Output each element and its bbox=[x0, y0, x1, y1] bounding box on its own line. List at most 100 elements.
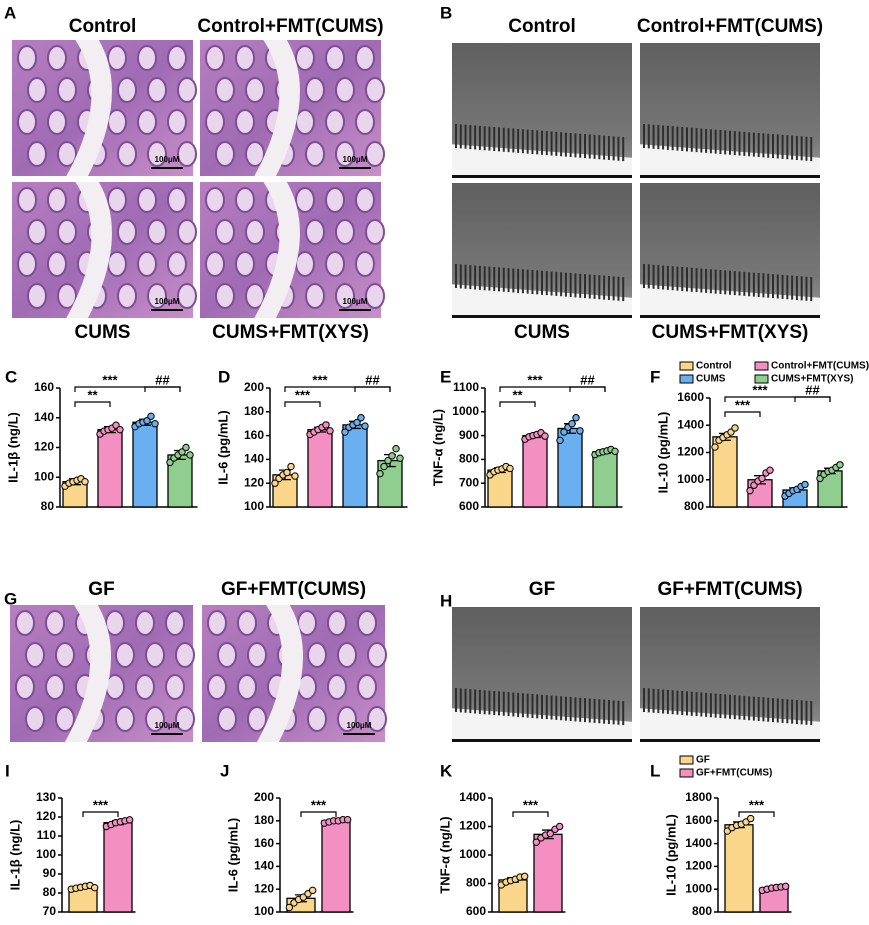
crypt bbox=[305, 77, 325, 103]
lumen bbox=[452, 708, 632, 742]
significance-label: *** bbox=[295, 387, 311, 402]
y-tick-label: 700 bbox=[459, 475, 479, 489]
data-point bbox=[731, 424, 739, 432]
significance-bracket bbox=[354, 386, 391, 392]
crypt bbox=[325, 187, 345, 213]
y-tick-label: 80 bbox=[41, 499, 55, 513]
crypt bbox=[17, 45, 37, 71]
crypt bbox=[305, 141, 325, 167]
data-point bbox=[283, 468, 291, 477]
significance-bracket bbox=[74, 401, 111, 407]
crypt bbox=[295, 251, 315, 277]
crypt bbox=[137, 45, 157, 71]
crypt bbox=[297, 610, 317, 636]
y-tick-label: 1400 bbox=[685, 836, 712, 850]
crypt bbox=[305, 283, 325, 309]
y-tick-label: 120 bbox=[244, 475, 264, 489]
bar bbox=[522, 434, 548, 508]
crypt bbox=[177, 77, 197, 103]
crypt bbox=[147, 141, 167, 167]
data-point bbox=[361, 422, 369, 430]
lumen bbox=[64, 605, 112, 742]
y-tick-label: 1400 bbox=[459, 790, 486, 804]
crypt bbox=[205, 45, 225, 71]
crypt bbox=[57, 219, 77, 245]
micrograph: 100μM bbox=[12, 40, 197, 176]
y-tick-label: 1200 bbox=[685, 859, 712, 873]
crypt bbox=[117, 77, 137, 103]
significance-label: ## bbox=[155, 372, 170, 387]
image-caption: Control bbox=[69, 16, 137, 37]
crypt bbox=[357, 674, 377, 700]
scale-bar-label: 100μM bbox=[347, 721, 372, 730]
bar bbox=[167, 454, 193, 508]
data-point bbox=[353, 418, 361, 427]
y-tick-label: 800 bbox=[692, 904, 712, 918]
legend-swatch bbox=[679, 361, 694, 371]
crypt bbox=[325, 45, 345, 71]
y-tick-label: 120 bbox=[254, 881, 274, 895]
crypt bbox=[237, 610, 257, 636]
panel-letter: A bbox=[4, 3, 16, 22]
y-tick-label: 120 bbox=[34, 440, 54, 454]
crypt bbox=[145, 706, 165, 732]
data-point bbox=[287, 462, 295, 471]
crypt bbox=[107, 251, 127, 277]
crypt bbox=[175, 642, 195, 668]
y-tick-label: 100 bbox=[244, 499, 264, 513]
data-point bbox=[322, 421, 330, 429]
data-point bbox=[343, 815, 352, 824]
crypt bbox=[215, 283, 235, 309]
data-point bbox=[711, 443, 719, 451]
crypt bbox=[355, 251, 375, 277]
y-tick-label: 180 bbox=[244, 404, 264, 418]
data-point bbox=[392, 444, 400, 453]
crypt bbox=[27, 283, 47, 309]
legend-swatch bbox=[679, 768, 694, 778]
significance-label: *** bbox=[523, 797, 539, 812]
significance-bracket bbox=[738, 811, 775, 817]
y-tick-label: 1400 bbox=[677, 417, 704, 431]
crypt bbox=[175, 706, 195, 732]
y-tick-label: 130 bbox=[36, 790, 56, 804]
lumen bbox=[452, 284, 632, 318]
y-tick-label: 160 bbox=[244, 428, 264, 442]
significance-bracket bbox=[499, 401, 536, 407]
data-point bbox=[380, 462, 388, 471]
panel-letter: F bbox=[650, 367, 660, 386]
crypt bbox=[107, 187, 127, 213]
micrograph: 100μM bbox=[12, 182, 197, 318]
y-tick-label: 100 bbox=[254, 904, 274, 918]
y-axis-label: TNF-α (ng/L) bbox=[437, 816, 452, 893]
crypt bbox=[47, 251, 67, 277]
panel-letter: K bbox=[440, 761, 453, 780]
legend-label: CUMS+FMT(XYS) bbox=[771, 374, 854, 385]
crypt bbox=[147, 283, 167, 309]
data-point bbox=[182, 443, 190, 452]
crypt bbox=[167, 187, 187, 213]
image-caption: GF+FMT(CUMS) bbox=[221, 579, 366, 600]
y-tick-label: 100 bbox=[34, 469, 54, 483]
y-tick-label: 1000 bbox=[677, 472, 704, 486]
crypt bbox=[115, 642, 135, 668]
crypt bbox=[355, 187, 375, 213]
crypt bbox=[235, 45, 255, 71]
crypt bbox=[47, 45, 67, 71]
crypt bbox=[235, 109, 255, 135]
panel-letter: B bbox=[440, 3, 452, 22]
y-tick-label: 70 bbox=[43, 904, 57, 918]
data-point bbox=[572, 414, 580, 422]
panel-letter: E bbox=[440, 367, 451, 386]
data-point bbox=[532, 838, 541, 846]
crypt bbox=[27, 141, 47, 167]
y-tick-label: 800 bbox=[684, 499, 704, 513]
crypt bbox=[135, 610, 155, 636]
crypt bbox=[215, 141, 235, 167]
y-tick-label: 1200 bbox=[459, 819, 486, 833]
crypt bbox=[365, 141, 385, 167]
tem-bar bbox=[640, 739, 820, 742]
data-point bbox=[147, 412, 155, 420]
bar bbox=[97, 428, 123, 508]
data-point bbox=[326, 427, 334, 435]
crypt bbox=[365, 219, 385, 245]
